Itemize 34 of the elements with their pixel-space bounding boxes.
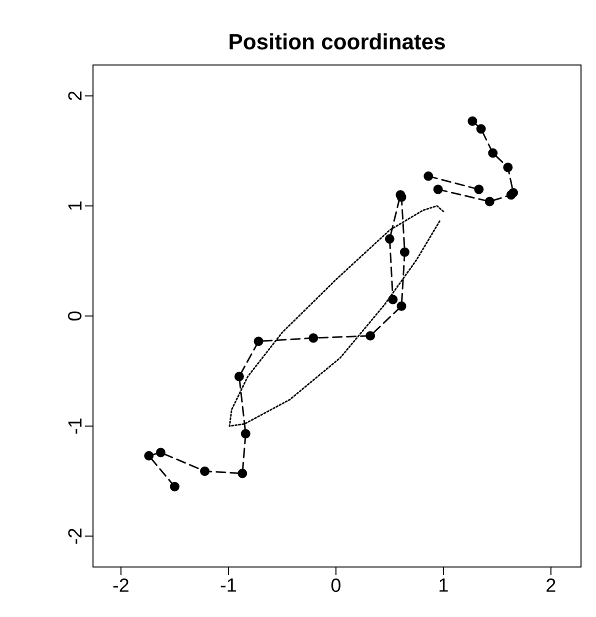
y-tick-label: 1 (68, 202, 82, 210)
point (388, 294, 398, 304)
chart-title: Position coordinates (230, 33, 445, 50)
point (468, 116, 478, 126)
point (476, 124, 486, 134)
point (396, 301, 406, 311)
point (484, 196, 494, 206)
point (144, 451, 154, 461)
point (400, 247, 410, 257)
point (433, 184, 443, 194)
point (156, 448, 166, 458)
point (508, 188, 518, 198)
x-tick-label: -2 (113, 578, 128, 592)
point (238, 468, 248, 478)
point (474, 184, 484, 194)
y-tick-label: -1 (68, 418, 82, 434)
x-tick-label: 1 (440, 578, 448, 592)
y-tick-label: 2 (68, 91, 82, 100)
point (234, 372, 244, 382)
x-tick-label: 0 (331, 578, 340, 592)
point (366, 331, 376, 341)
point (240, 429, 250, 439)
point (488, 148, 498, 158)
point (424, 171, 434, 181)
point (200, 466, 210, 476)
y-tick-label: -2 (68, 528, 82, 544)
x-tick-label: -1 (220, 578, 236, 592)
point (254, 336, 264, 346)
point (170, 482, 180, 492)
x-tick-label: 2 (546, 578, 556, 592)
point (503, 162, 513, 172)
point (384, 234, 394, 244)
point (308, 333, 318, 343)
y-tick-label: 0 (68, 311, 82, 321)
